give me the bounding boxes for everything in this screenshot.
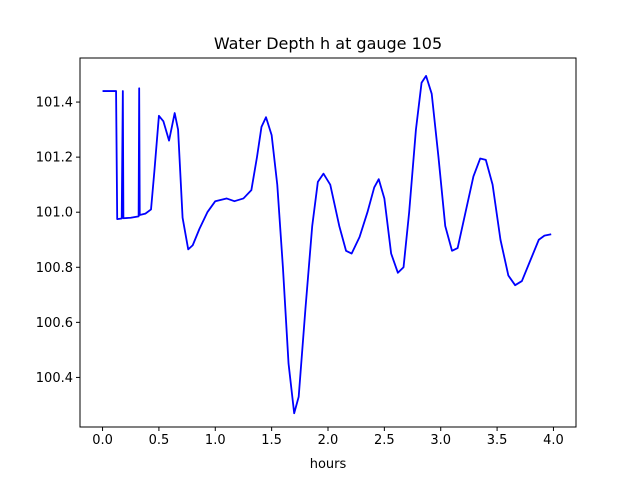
y-tick-label: 100.4 <box>36 371 73 386</box>
x-tick-label: 2.0 <box>318 433 339 448</box>
y-tick-label: 101.2 <box>36 151 73 166</box>
x-tick-label: 0.0 <box>92 433 113 448</box>
axes: 0.0 0.5 1.0 1.5 2.0 2.5 3.0 3.5 4.0 100.4 100.6 100… <box>36 57 577 448</box>
plot-area <box>102 75 552 415</box>
y-tick-label: 100.8 <box>36 261 73 276</box>
series-line-0 <box>102 75 552 415</box>
y-tick-label: 101.4 <box>36 96 73 111</box>
x-tick-label: 4.0 <box>543 433 564 448</box>
x-tick-label: 3.5 <box>487 433 508 448</box>
x-tick-label: 3.0 <box>430 433 451 448</box>
x-tick-label: 2.5 <box>374 433 395 448</box>
y-tick-label: 100.6 <box>36 316 73 331</box>
x-tick-label: 1.0 <box>205 433 226 448</box>
chart-title: Water Depth h at gauge 105 <box>214 34 442 53</box>
x-axis-label: hours <box>310 457 347 472</box>
y-tick-label: 101.0 <box>36 206 73 221</box>
x-tick-label: 0.5 <box>149 433 170 448</box>
x-tick-label: 1.5 <box>261 433 282 448</box>
